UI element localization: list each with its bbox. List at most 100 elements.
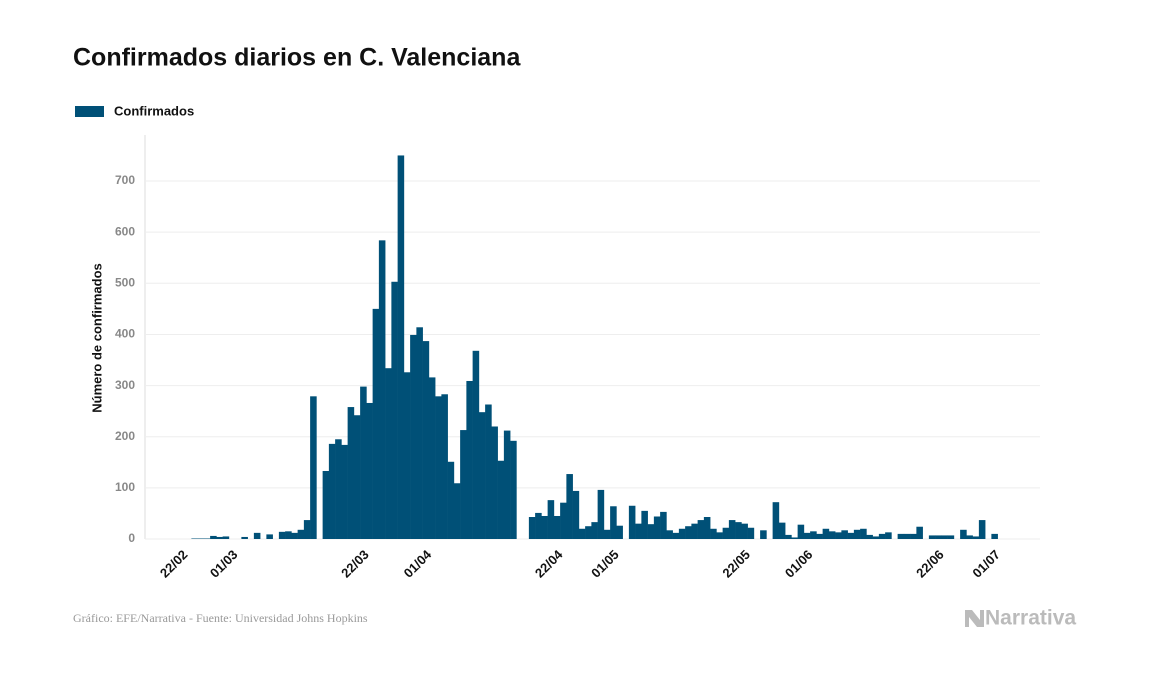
bar [841, 530, 848, 539]
bar [303, 520, 311, 539]
bar [697, 520, 705, 539]
bar [560, 502, 567, 539]
bar [916, 526, 923, 539]
y-tick-label: 400 [115, 327, 135, 341]
bar [728, 520, 736, 539]
bar [378, 240, 386, 539]
bar [366, 402, 373, 539]
bar [960, 529, 967, 539]
bar [541, 515, 548, 539]
bar [872, 536, 880, 539]
bar [797, 524, 805, 539]
bar [966, 535, 973, 539]
bar [485, 404, 492, 539]
bar [416, 327, 423, 539]
bar [866, 534, 873, 539]
bar [616, 525, 623, 539]
bar [835, 532, 842, 539]
bar [828, 531, 836, 539]
x-tick-label: 01/03 [207, 547, 241, 581]
x-tick-label: 22/03 [338, 547, 372, 581]
legend-label: Confirmados [114, 103, 194, 118]
x-tick-label: 22/02 [157, 547, 191, 581]
bar [847, 532, 855, 539]
bar [403, 372, 411, 539]
bar [685, 526, 692, 539]
bar [553, 515, 561, 539]
bar [391, 281, 398, 539]
bar [678, 528, 686, 539]
y-tick-label: 300 [115, 378, 135, 392]
y-axis-label: Número de confirmados [89, 263, 104, 413]
bar [603, 529, 611, 539]
x-tick-label: 22/04 [532, 546, 566, 580]
bar [691, 523, 698, 539]
brand-logo [965, 610, 984, 627]
bar [978, 520, 986, 539]
x-tick-label: 01/04 [401, 546, 435, 580]
bar [716, 532, 723, 539]
bar [972, 536, 980, 539]
bar [641, 510, 648, 539]
y-tick-label: 100 [115, 480, 135, 494]
bar [528, 517, 536, 539]
y-tick-label: 200 [115, 429, 135, 443]
bar [572, 490, 580, 539]
bar [441, 394, 448, 539]
y-tick-label: 700 [115, 173, 135, 187]
bar [353, 415, 361, 539]
bar [510, 440, 517, 539]
bar [628, 505, 636, 539]
bar [216, 536, 223, 539]
bar [410, 334, 417, 539]
bar [297, 529, 305, 539]
y-tick-label: 0 [128, 531, 135, 545]
bar [291, 532, 298, 539]
x-tick-label: 22/06 [913, 547, 947, 581]
legend-swatch [75, 106, 104, 117]
bar [878, 533, 886, 539]
bar [253, 532, 261, 539]
chart-title: Confirmados diarios en C. Valenciana [73, 44, 521, 72]
bar [791, 537, 798, 539]
bar [772, 502, 780, 539]
bar [266, 534, 273, 539]
bar [747, 527, 755, 539]
bar [991, 533, 998, 539]
bar [653, 516, 661, 539]
bar [328, 443, 336, 539]
bar [478, 412, 486, 539]
bar [853, 529, 861, 539]
bar [466, 380, 473, 539]
bar [372, 308, 380, 539]
x-tick-label: 01/05 [588, 547, 622, 581]
bar [941, 535, 948, 539]
bar [191, 538, 198, 539]
bar [566, 474, 573, 539]
bar [778, 522, 786, 539]
bar [672, 532, 680, 539]
bar [703, 517, 711, 539]
bar [822, 528, 830, 539]
bar [666, 530, 673, 539]
bar [335, 439, 342, 539]
bar [422, 341, 430, 539]
source: Gráfico: EFE/Narrativa - Fuente: Univers… [73, 611, 368, 625]
bar [210, 535, 217, 539]
bar [453, 483, 461, 539]
y-tick-label: 600 [115, 224, 135, 238]
bar [310, 396, 317, 539]
bar [460, 430, 467, 539]
bar [503, 430, 511, 539]
bar [435, 396, 442, 539]
bar [635, 523, 642, 539]
bar [385, 368, 392, 539]
bar [578, 528, 586, 539]
bar [347, 407, 355, 539]
bar [885, 532, 892, 539]
bar [928, 535, 936, 539]
bar [760, 530, 767, 539]
bar [810, 531, 817, 539]
bar [585, 526, 592, 539]
bar [741, 523, 748, 539]
